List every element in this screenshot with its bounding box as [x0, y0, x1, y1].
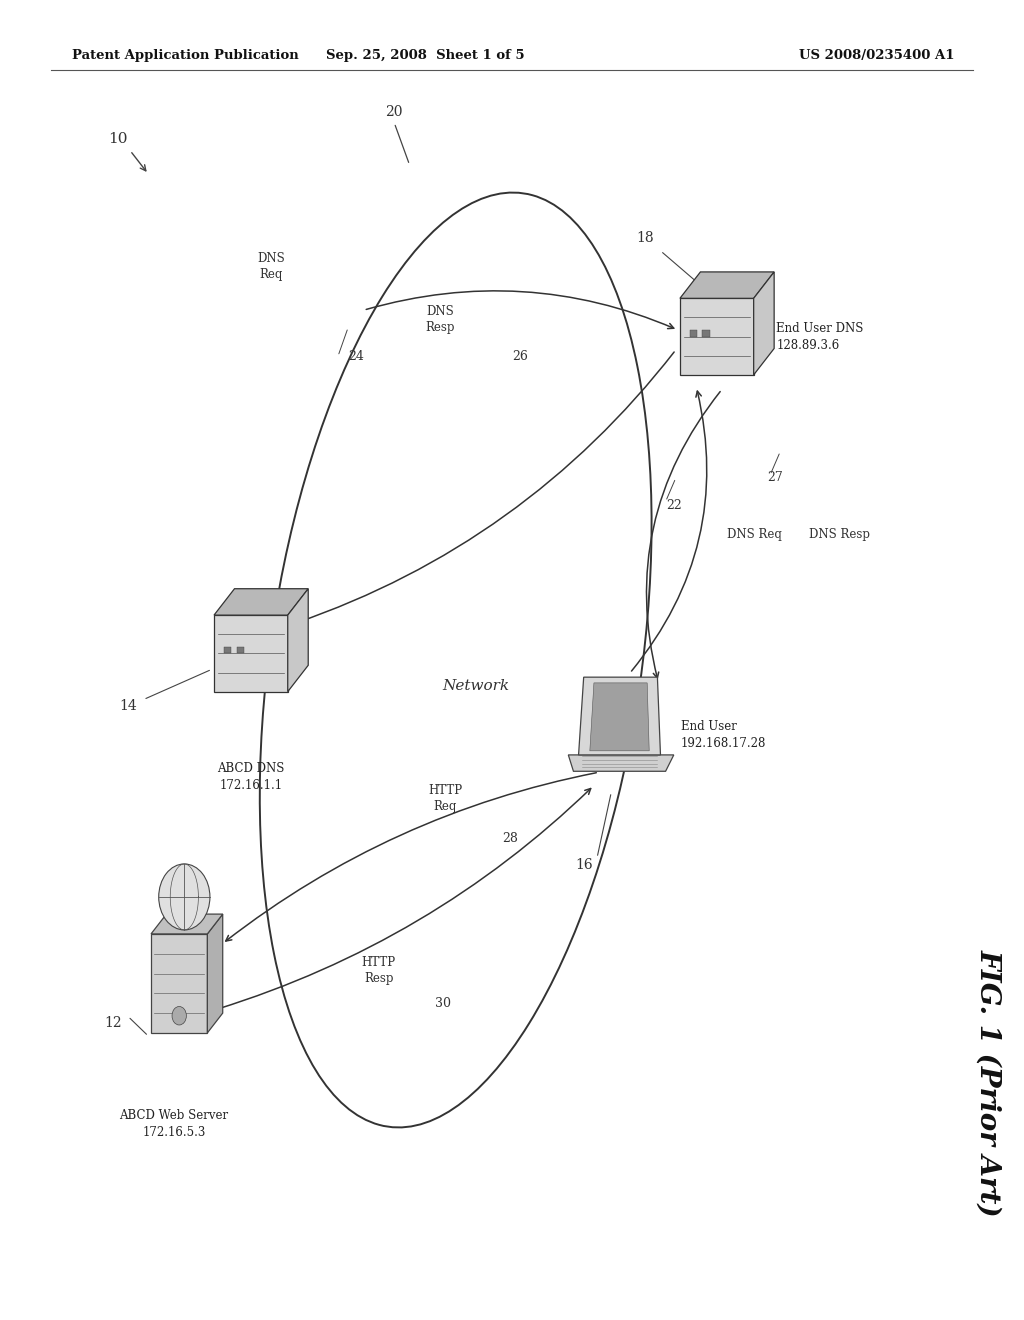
Text: 20: 20: [385, 104, 403, 119]
Polygon shape: [152, 935, 207, 1032]
Text: End User
192.168.17.28: End User 192.168.17.28: [681, 721, 766, 750]
Text: 30: 30: [435, 997, 452, 1010]
Text: DNS
Req: DNS Req: [257, 252, 286, 281]
Text: Network: Network: [442, 680, 510, 693]
Polygon shape: [288, 589, 308, 692]
Circle shape: [159, 865, 210, 929]
Text: 28: 28: [502, 832, 518, 845]
Text: 27: 27: [767, 471, 783, 484]
Text: HTTP
Req: HTTP Req: [428, 784, 463, 813]
Text: 14: 14: [119, 700, 137, 713]
Text: 12: 12: [103, 1016, 122, 1030]
Polygon shape: [579, 677, 660, 755]
Text: US 2008/0235400 A1: US 2008/0235400 A1: [799, 49, 954, 62]
Polygon shape: [152, 913, 222, 935]
Text: 10: 10: [108, 132, 128, 145]
Polygon shape: [590, 682, 649, 751]
Circle shape: [172, 1006, 186, 1024]
Text: HTTP
Resp: HTTP Resp: [361, 956, 396, 985]
Text: ABCD Web Server
172.16.5.3: ABCD Web Server 172.16.5.3: [120, 1109, 228, 1139]
Text: 18: 18: [636, 231, 654, 244]
Polygon shape: [214, 589, 308, 615]
Text: DNS
Resp: DNS Resp: [426, 305, 455, 334]
Polygon shape: [207, 913, 222, 1032]
Text: 22: 22: [666, 499, 682, 512]
Polygon shape: [224, 647, 231, 653]
Text: Sep. 25, 2008  Sheet 1 of 5: Sep. 25, 2008 Sheet 1 of 5: [326, 49, 524, 62]
Text: FIG. 1 (Prior Art): FIG. 1 (Prior Art): [975, 949, 1001, 1216]
Text: ABCD DNS
172.16.1.1: ABCD DNS 172.16.1.1: [217, 762, 285, 792]
Text: 26: 26: [512, 350, 528, 363]
Polygon shape: [680, 298, 754, 375]
Polygon shape: [568, 755, 674, 771]
Polygon shape: [237, 647, 244, 653]
Polygon shape: [680, 272, 774, 298]
Polygon shape: [754, 272, 774, 375]
Text: DNS Req: DNS Req: [727, 528, 782, 541]
Polygon shape: [690, 330, 697, 337]
Text: End User DNS
128.89.3.6: End User DNS 128.89.3.6: [776, 322, 863, 351]
Text: DNS Resp: DNS Resp: [809, 528, 870, 541]
Text: 16: 16: [574, 858, 593, 871]
Polygon shape: [214, 615, 288, 692]
Text: 24: 24: [348, 350, 365, 363]
Polygon shape: [702, 330, 710, 337]
Text: Patent Application Publication: Patent Application Publication: [72, 49, 298, 62]
